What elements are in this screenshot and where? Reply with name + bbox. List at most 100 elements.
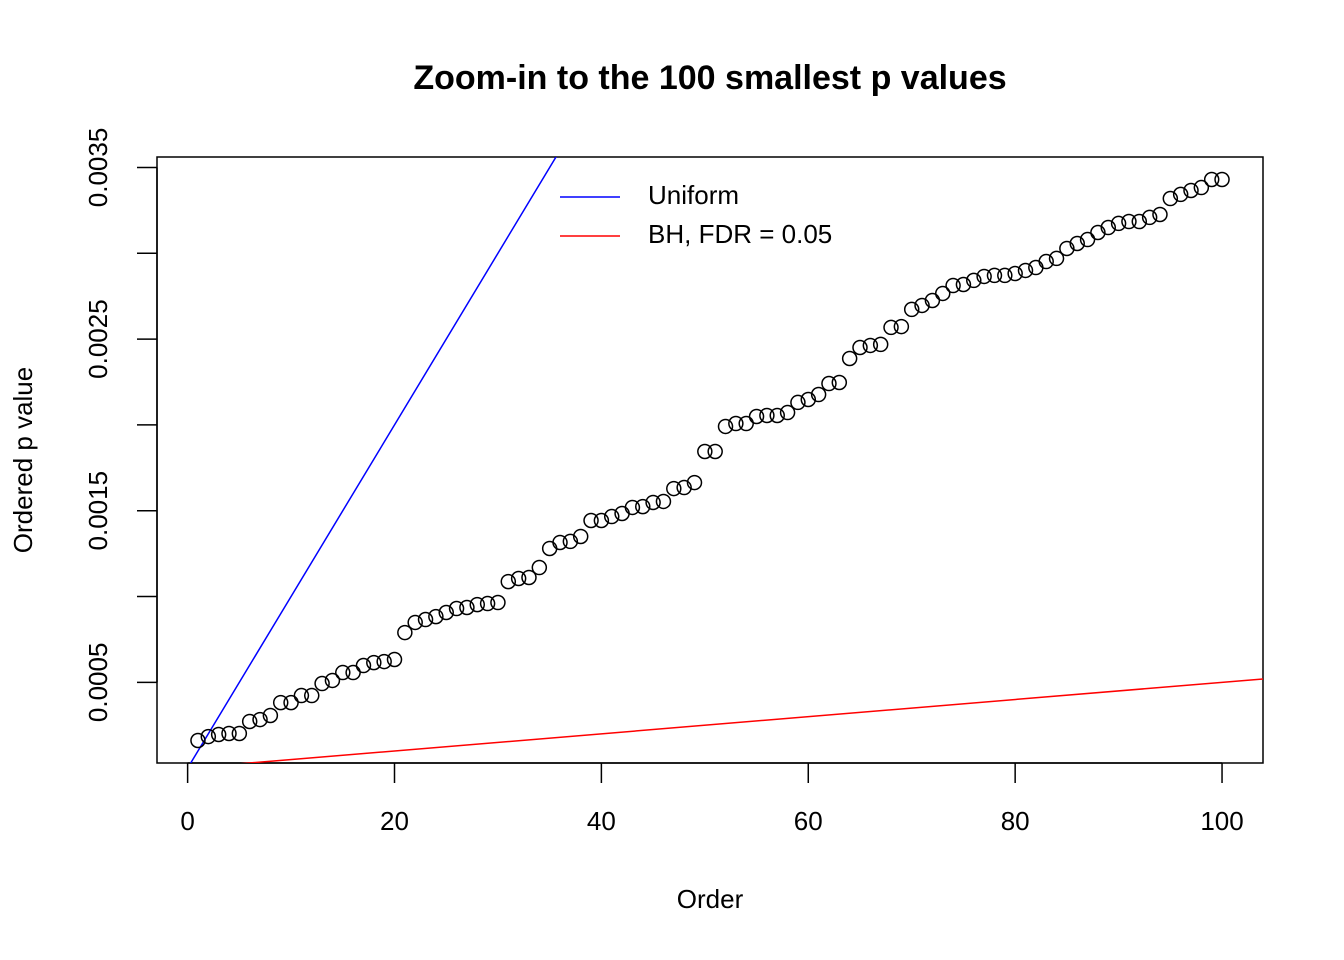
point	[1007, 265, 1023, 282]
point	[728, 415, 744, 432]
point	[1121, 213, 1137, 230]
point	[407, 614, 423, 631]
point	[417, 611, 434, 628]
legend-label: BH, FDR = 0.05	[648, 219, 832, 249]
point	[914, 297, 930, 314]
point	[1017, 262, 1034, 279]
point	[872, 336, 889, 353]
point	[1131, 213, 1148, 230]
x-tick-label: 40	[587, 806, 616, 836]
x-tick-label: 0	[180, 806, 194, 836]
point	[1203, 171, 1220, 188]
point	[190, 732, 206, 749]
point	[531, 559, 548, 576]
point	[821, 375, 837, 392]
point	[448, 600, 465, 617]
point	[945, 277, 961, 294]
x-tick-label: 20	[380, 806, 409, 836]
point	[841, 350, 858, 367]
point	[345, 664, 361, 681]
point	[810, 386, 827, 403]
x-axis-label: Order	[677, 884, 744, 914]
y-axis-label: Ordered p value	[8, 367, 38, 553]
point	[934, 285, 951, 302]
point	[769, 407, 785, 424]
reference-line	[189, 157, 557, 763]
point	[748, 408, 765, 425]
point	[469, 596, 486, 613]
point	[1141, 209, 1158, 226]
point	[666, 480, 682, 497]
point	[459, 599, 475, 616]
point	[303, 687, 320, 704]
point	[790, 394, 806, 411]
point	[428, 608, 444, 625]
point	[976, 268, 992, 285]
point	[386, 651, 403, 668]
point	[583, 512, 599, 529]
point	[562, 533, 579, 550]
point	[986, 267, 1003, 284]
y-tick-label: 0.0015	[83, 471, 113, 551]
point	[759, 407, 775, 424]
point	[510, 570, 527, 587]
point	[1028, 259, 1044, 276]
point	[200, 728, 217, 745]
x-tick-label: 100	[1200, 806, 1243, 836]
point	[1048, 250, 1065, 267]
point	[572, 528, 589, 545]
point	[779, 404, 796, 421]
y-tick-label: 0.0035	[83, 128, 113, 208]
plot-area	[189, 157, 1263, 763]
point	[1110, 215, 1127, 232]
y-tick-label: 0.0025	[83, 299, 113, 379]
point	[1183, 182, 1199, 199]
point	[717, 418, 734, 435]
point	[966, 272, 982, 289]
point	[1069, 235, 1085, 252]
point	[686, 474, 703, 491]
point	[262, 707, 279, 724]
point	[955, 276, 972, 293]
point	[1059, 240, 1075, 257]
point	[862, 337, 879, 354]
x-tick-label: 80	[1001, 806, 1030, 836]
point	[221, 725, 237, 742]
point	[1162, 190, 1179, 207]
point	[479, 595, 496, 612]
y-tick-label: 0.0005	[83, 643, 113, 723]
point	[707, 443, 723, 460]
x-tick-label: 60	[794, 806, 823, 836]
point	[603, 508, 620, 525]
point	[272, 694, 289, 711]
point	[852, 339, 868, 356]
point	[1152, 206, 1168, 223]
point	[593, 512, 610, 529]
point	[490, 594, 506, 611]
point	[635, 498, 651, 515]
point	[997, 267, 1013, 284]
point	[366, 654, 382, 671]
point	[541, 540, 558, 557]
point	[1172, 186, 1189, 203]
point	[893, 318, 910, 335]
point	[314, 675, 330, 692]
point	[293, 687, 310, 704]
point	[1090, 224, 1106, 241]
point	[624, 499, 641, 516]
point	[231, 725, 248, 742]
point	[283, 694, 299, 711]
point	[1079, 231, 1096, 248]
reference-line	[240, 678, 1263, 763]
point	[645, 494, 661, 511]
point	[438, 604, 454, 621]
point	[1214, 171, 1230, 188]
chart-title: Zoom-in to the 100 smallest p values	[413, 59, 1006, 97]
legend-label: Uniform	[648, 180, 739, 210]
point	[1038, 253, 1054, 270]
point	[241, 713, 258, 730]
point	[376, 653, 392, 670]
point	[1193, 179, 1210, 196]
